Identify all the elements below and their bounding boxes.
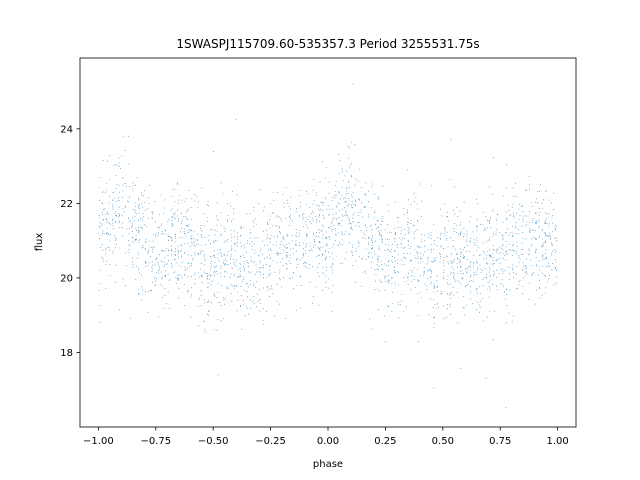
y-tick-label: 22 bbox=[60, 199, 73, 210]
y-tick-label: 20 bbox=[60, 273, 73, 284]
y-tick-label: 24 bbox=[60, 124, 73, 135]
x-tick-label: −1.00 bbox=[83, 436, 114, 447]
chart-title: 1SWASPJ115709.60-535357.3 Period 3255531… bbox=[176, 37, 479, 51]
x-tick-label: −0.25 bbox=[255, 436, 286, 447]
x-axis: −1.00 −0.75 −0.50 −0.25 0.00 0.25 0.50 0.75 1.00 bbox=[83, 427, 569, 447]
x-tick-label: 0.00 bbox=[317, 436, 339, 447]
x-axis-label: phase bbox=[313, 459, 343, 470]
y-axis-label: flux bbox=[34, 233, 45, 252]
x-tick-label: 0.25 bbox=[374, 436, 396, 447]
x-tick-label: −0.50 bbox=[198, 436, 229, 447]
y-tick-label: 18 bbox=[60, 348, 73, 359]
x-tick-label: 1.00 bbox=[546, 436, 568, 447]
x-tick-label: 0.75 bbox=[489, 436, 511, 447]
y-axis: 18 20 22 24 bbox=[60, 124, 80, 359]
x-tick-label: 0.50 bbox=[432, 436, 454, 447]
x-tick-label: −0.75 bbox=[140, 436, 171, 447]
